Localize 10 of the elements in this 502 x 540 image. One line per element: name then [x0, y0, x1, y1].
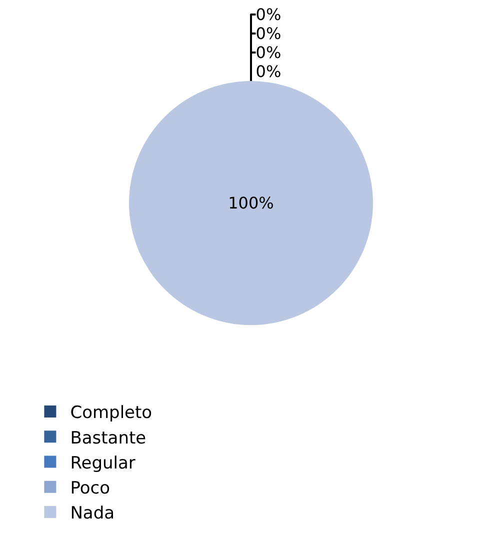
- text: 0%: [256, 62, 282, 82]
- data-label: 100%: [228, 194, 274, 213]
- legend-label: Poco: [70, 478, 110, 498]
- text: 0%: [256, 5, 282, 24]
- legend-label: Completo: [70, 403, 152, 424]
- legend-label: Regular: [70, 453, 136, 474]
- text: 0%: [256, 24, 282, 44]
- text: 0%: [256, 43, 282, 62]
- legend-label: Bastante: [70, 428, 146, 448]
- legend-label: Nada: [70, 504, 115, 524]
